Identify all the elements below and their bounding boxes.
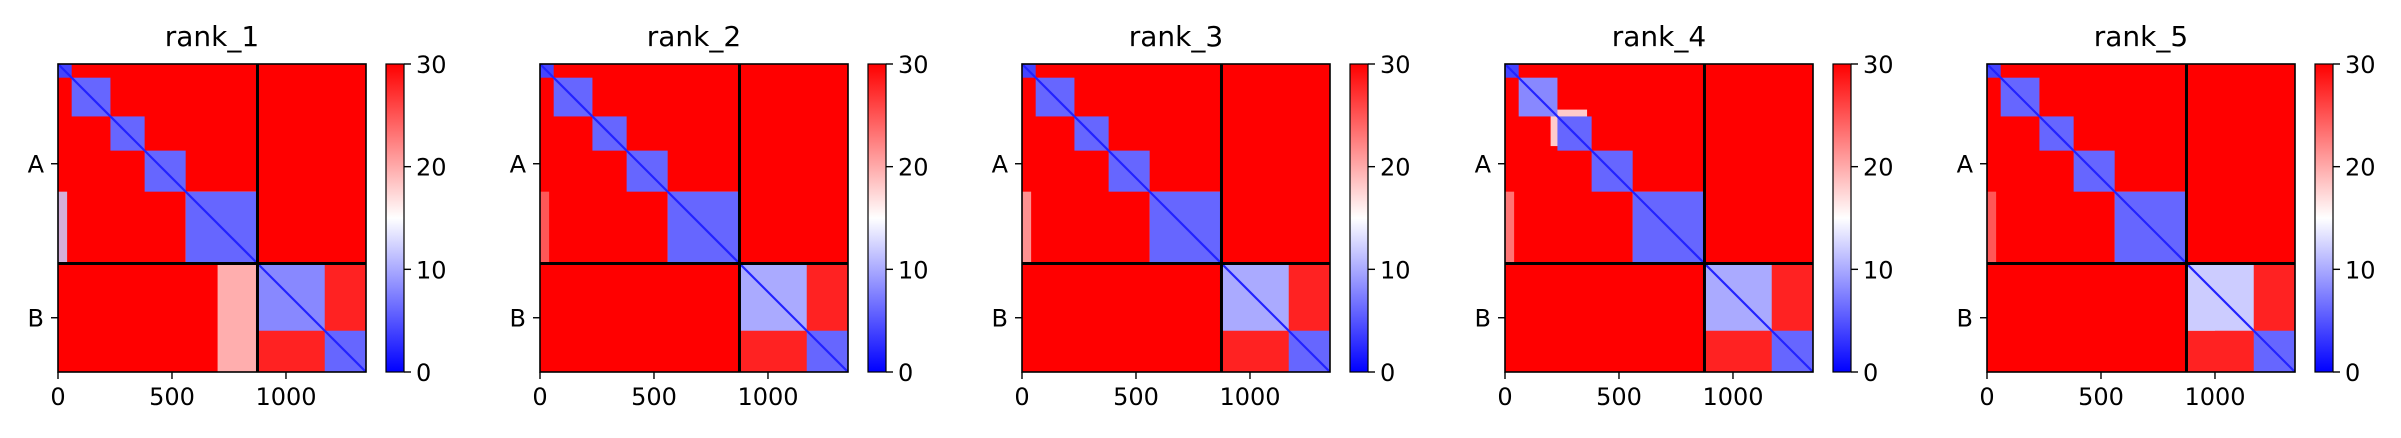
panel4-colorbar — [1832, 63, 1852, 373]
panel2-xtick-label-1: 0 — [532, 383, 547, 411]
panel5-colorbar — [2314, 63, 2334, 373]
panel3-xtick-label-3: 1000 — [1219, 383, 1280, 411]
panel4-chain-label-A: A — [1475, 151, 1492, 179]
panel3-colorbar-label-2: 10 — [1380, 256, 1411, 284]
panel2-xtick-label-2: 500 — [631, 383, 677, 411]
panel3-colorbar-label-4: 30 — [1380, 51, 1411, 79]
panel3-colorbar-label-3: 20 — [1380, 154, 1411, 182]
panel3-frame — [1021, 63, 1331, 373]
panel4-light-region-1 — [1505, 191, 1515, 264]
panel1-frame — [57, 63, 367, 373]
panel4-xtick-label-3: 1000 — [1702, 383, 1763, 411]
panel1: rank_1 0 500 1000 A B 0 10 20 30 — [28, 20, 447, 411]
panel1-light-region-1 — [58, 191, 68, 264]
panel4-colorbar-label-3: 20 — [1863, 154, 1894, 182]
panel4-xtick-label-2: 500 — [1596, 383, 1642, 411]
panel3-xtick-label-1: 0 — [1014, 383, 1029, 411]
panel4-xtick-label-1: 0 — [1497, 383, 1512, 411]
panel2-frame — [539, 63, 849, 373]
panel5-xtick-label-1: 0 — [1979, 383, 1994, 411]
panel4-frame — [1504, 63, 1814, 373]
panel5-xtick-label-3: 1000 — [2184, 383, 2245, 411]
panel2-xtick-label-3: 1000 — [737, 383, 798, 411]
panel2-chain-label-A: A — [510, 151, 527, 179]
panel5-colorbar-label-1: 0 — [2345, 359, 2360, 387]
panel4-chain-label-B: B — [1475, 305, 1491, 333]
panel3-chain-label-B: B — [992, 305, 1008, 333]
panel1-chain-label-B: B — [28, 305, 44, 333]
panel3: rank_3 0 500 1000 A B 0 10 20 30 — [992, 20, 1411, 411]
panel3-diagonal — [1021, 63, 1331, 373]
panel2-colorbar-label-4: 30 — [898, 51, 929, 79]
panel5-diagonal — [1986, 63, 2296, 373]
panel5-xtick-label-2: 500 — [2078, 383, 2124, 411]
panel5-chain-label-A: A — [1957, 151, 1974, 179]
panel4-colorbar-label-2: 10 — [1863, 256, 1894, 284]
panel1-colorbar-label-1: 0 — [416, 359, 431, 387]
panel2-colorbar-label-1: 0 — [898, 359, 913, 387]
panel5-frame — [1986, 63, 2296, 373]
panel2-colorbar — [867, 63, 887, 373]
panel3-chain-label-A: A — [992, 151, 1009, 179]
panel1-colorbar-label-3: 20 — [416, 154, 447, 182]
panel5-colorbar-label-3: 20 — [2345, 154, 2376, 182]
panel3-colorbar — [1349, 63, 1369, 373]
panel5: rank_5 0 500 1000 A B 0 10 20 30 — [1957, 20, 2376, 411]
panel5-colorbar-label-2: 10 — [2345, 256, 2376, 284]
panel1-colorbar — [385, 63, 405, 373]
panel1-xtick-label-2: 500 — [149, 383, 195, 411]
panel1-xtick-label-1: 0 — [50, 383, 65, 411]
panel3-title: rank_3 — [1129, 20, 1223, 53]
panel4-diagonal — [1504, 63, 1814, 373]
panel1-title: rank_1 — [165, 20, 259, 53]
panel1-xtick-label-3: 1000 — [255, 383, 316, 411]
panel3-xtick-label-2: 500 — [1113, 383, 1159, 411]
panel1-light-region-3 — [217, 263, 258, 372]
panel1-colorbar-label-4: 30 — [416, 51, 447, 79]
panel5-chain-label-B: B — [1957, 305, 1973, 333]
panel1-colorbar-label-2: 10 — [416, 256, 447, 284]
panel5-title: rank_5 — [2094, 20, 2188, 53]
panel5-colorbar-label-4: 30 — [2345, 51, 2376, 79]
panel2-title: rank_2 — [647, 20, 741, 53]
panel2-diagonal — [539, 63, 849, 373]
panel2-light-region-1 — [540, 191, 550, 264]
panel1-chain-label-A: A — [28, 151, 45, 179]
panel2: rank_2 0 500 1000 A B 0 10 20 30 — [510, 20, 929, 411]
panel5-light-region-1 — [1987, 191, 1997, 264]
panel2-colorbar-label-2: 10 — [898, 256, 929, 284]
panel2-chain-label-B: B — [510, 305, 526, 333]
panel4-colorbar-label-4: 30 — [1863, 51, 1894, 79]
panel1-diagonal — [57, 63, 367, 373]
panel4: rank_4 0 500 1000 A B 0 10 20 30 — [1475, 20, 1894, 411]
panel2-colorbar-label-3: 20 — [898, 154, 929, 182]
panel4-colorbar-label-1: 0 — [1863, 359, 1878, 387]
panel3-light-region-1 — [1022, 191, 1032, 264]
panel4-title: rank_4 — [1612, 20, 1706, 53]
panel3-colorbar-label-1: 0 — [1380, 359, 1395, 387]
